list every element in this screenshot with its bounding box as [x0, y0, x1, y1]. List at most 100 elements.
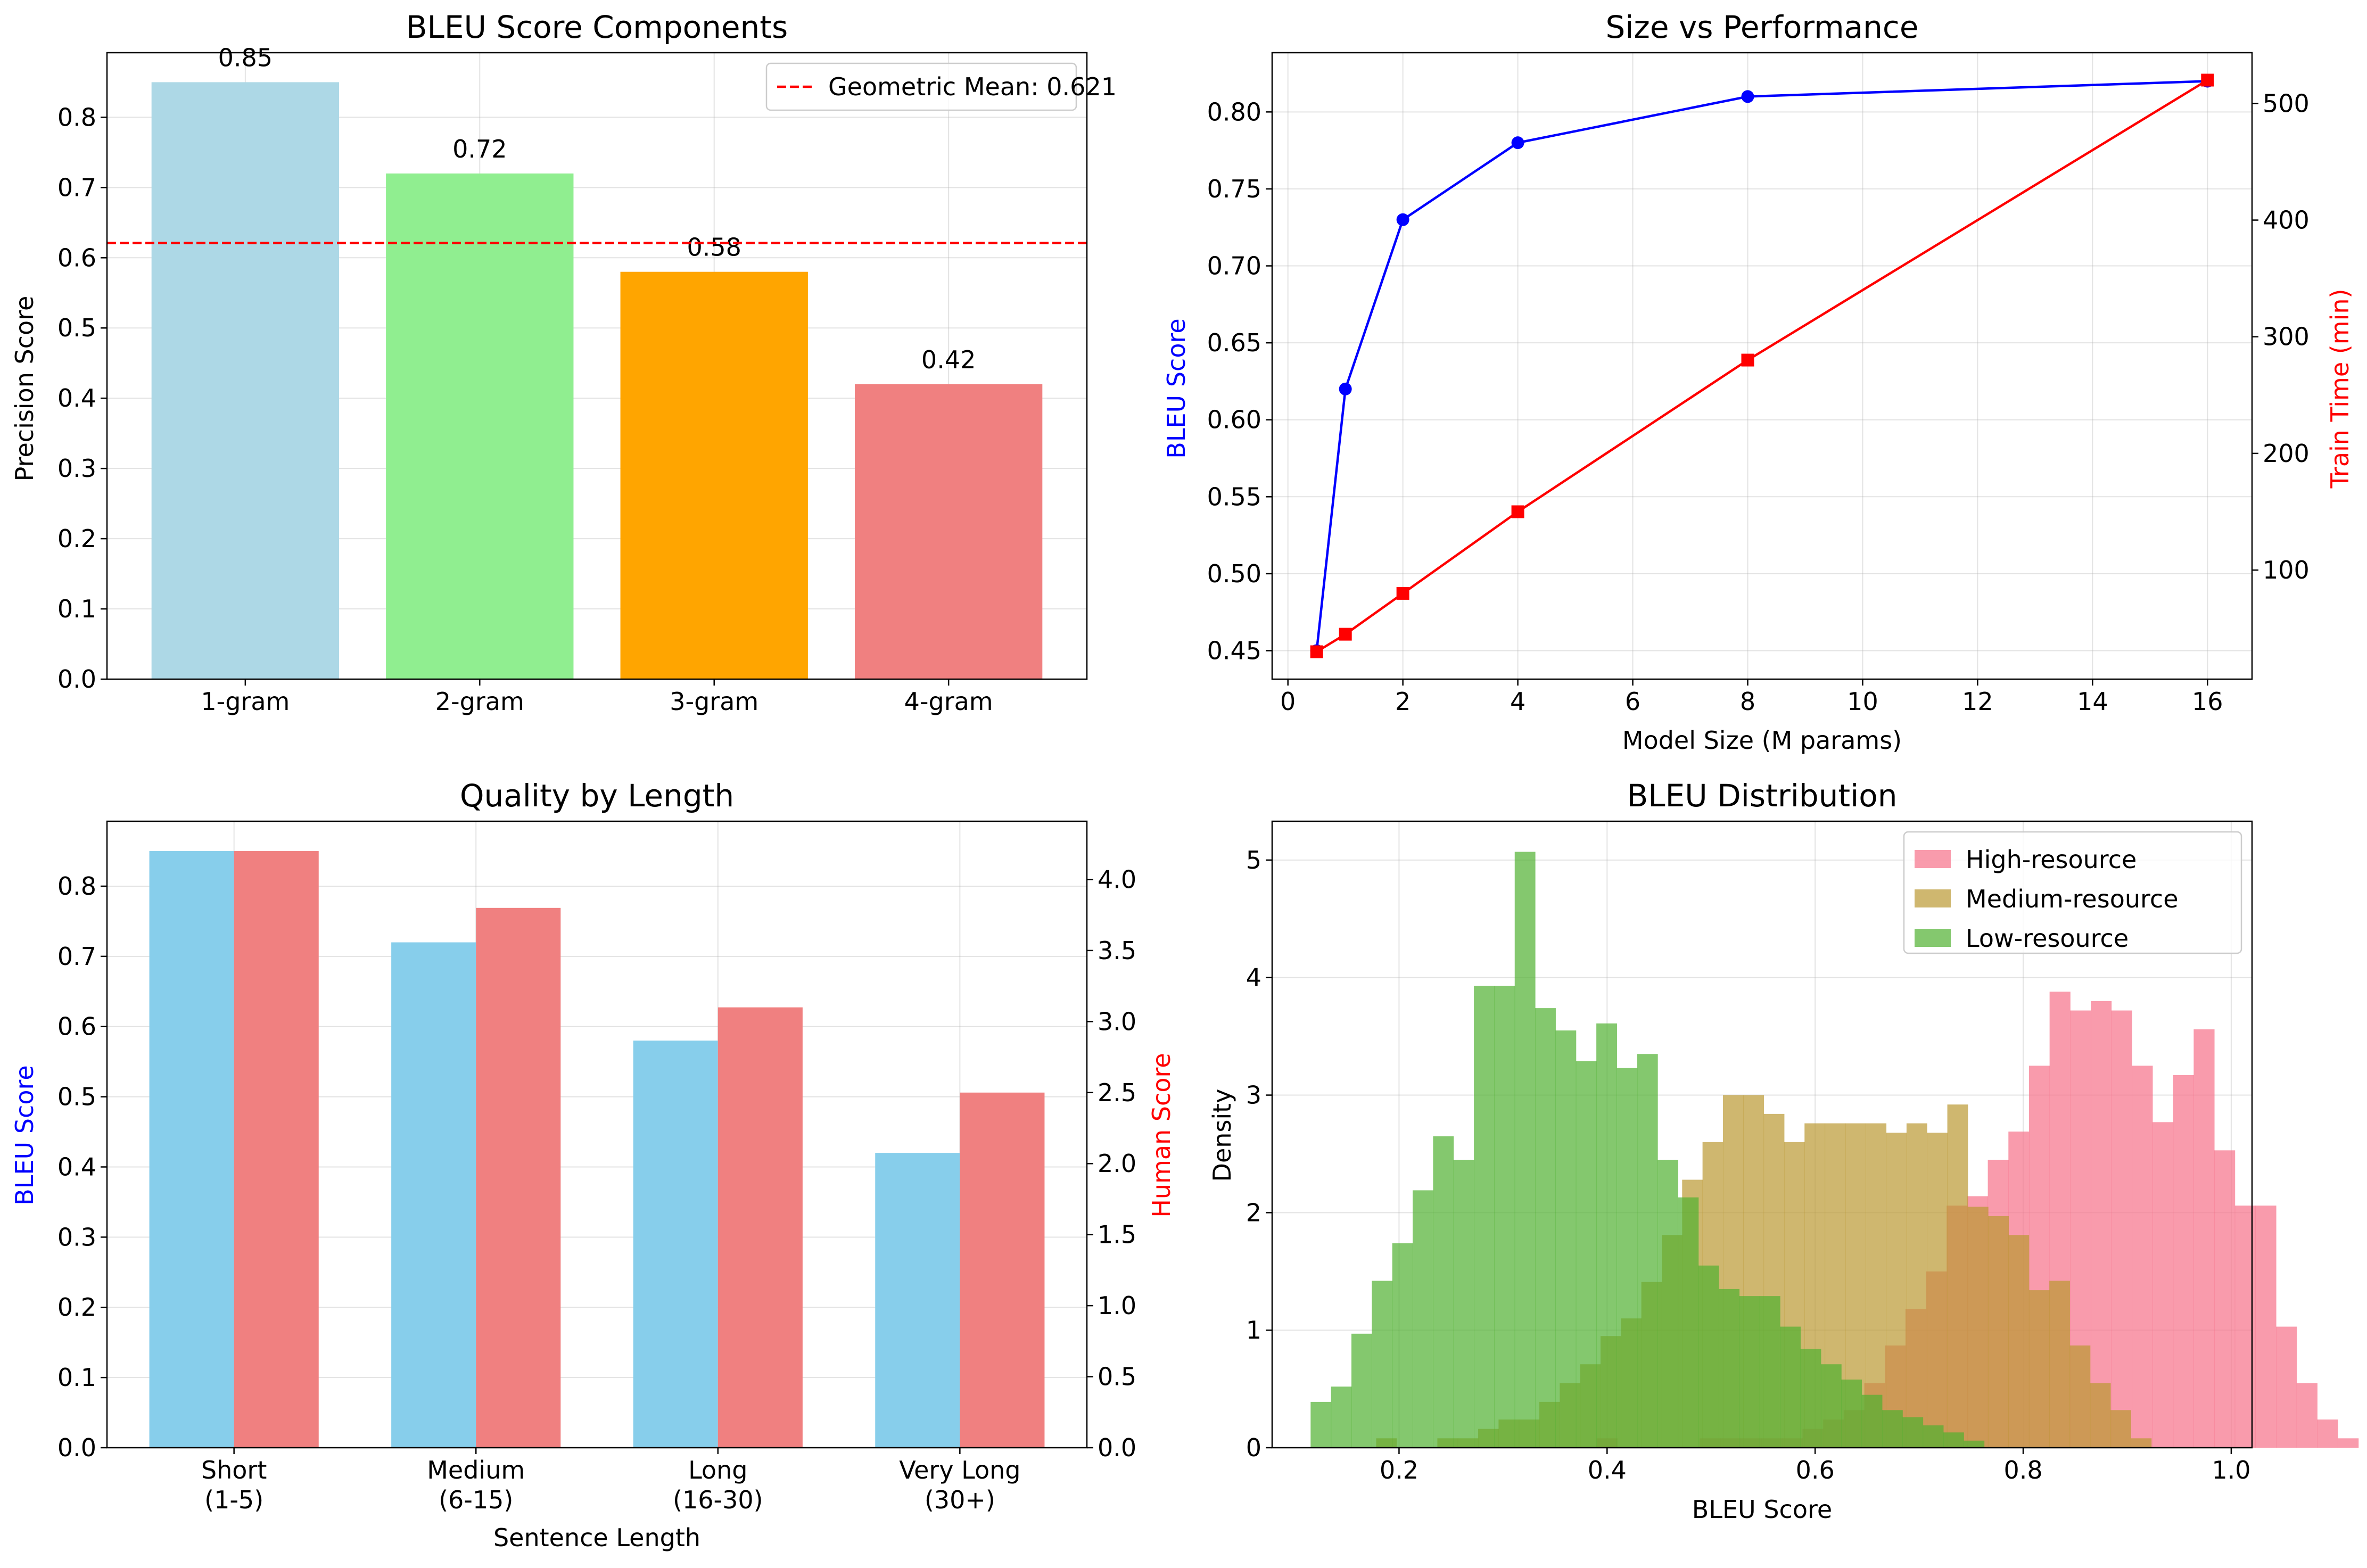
- hist-bin-low-resource: [1576, 1061, 1597, 1448]
- bar-4-gram: [854, 384, 1043, 679]
- bar-value-label: 0.85: [218, 43, 273, 72]
- bleu-components-ylabel: Precision Score: [10, 296, 39, 482]
- y-tick-label: 5: [1246, 846, 1261, 874]
- hist-bin-low-resource: [1657, 1159, 1679, 1448]
- y-tick-label: 0.0: [57, 665, 96, 694]
- bar-2-gram: [386, 173, 574, 679]
- hist-bin-low-resource: [1494, 986, 1515, 1448]
- hist-bin-medium-resource: [2028, 1290, 2050, 1448]
- y2-tick-label: 200: [2263, 439, 2310, 468]
- x-tick-label: 12: [1962, 687, 1993, 716]
- size-performance-xlabel: Model Size (M params): [1622, 726, 1902, 755]
- hist-bin-low-resource: [1678, 1197, 1699, 1448]
- hist-bin-low-resource: [1596, 1023, 1617, 1448]
- hist-bin-low-resource: [1413, 1190, 1433, 1448]
- hist-bin-high-resource: [2090, 1001, 2112, 1448]
- hist-bin-medium-resource: [1866, 1123, 1887, 1448]
- hist-bin-medium-resource: [1947, 1104, 1968, 1448]
- series-point-1: [1741, 353, 1754, 367]
- hist-bin-low-resource: [1310, 1401, 1332, 1448]
- y2-tick-label: 0.0: [1098, 1433, 1136, 1462]
- hist-bin-high-resource: [2111, 1010, 2132, 1448]
- hist-bin-low-resource: [1719, 1289, 1740, 1448]
- hist-bin-high-resource: [2276, 1326, 2297, 1448]
- y2-tick-label: 1.5: [1098, 1220, 1136, 1249]
- bleu-components-panel: BLEU Score Components Precision Score 0.…: [10, 9, 1117, 716]
- x-tick-label: 14: [2077, 687, 2108, 716]
- legend-box: [1903, 831, 2242, 954]
- hist-bin-low-resource: [1861, 1394, 1883, 1448]
- y-tick-label: 0.1: [57, 1363, 96, 1392]
- y-tick-label: 0.60: [1207, 406, 1261, 434]
- hist-bin-low-resource: [1331, 1387, 1352, 1448]
- x-tick-label: 6: [1625, 687, 1640, 716]
- quality-length-xlabel: Sentence Length: [493, 1523, 700, 1552]
- y2-tick-label: 3.0: [1098, 1007, 1136, 1036]
- series-point-1: [2201, 73, 2214, 87]
- hist-bin-low-resource: [1372, 1281, 1393, 1448]
- y-tick-label: 0: [1246, 1433, 1261, 1462]
- bleu-distribution-title: BLEU Distribution: [1627, 778, 1897, 814]
- y-tick-label: 0.1: [57, 595, 96, 623]
- quality-length-ylabel: BLEU Score: [10, 1065, 39, 1205]
- quality-by-length-panel: Quality by Length Sentence Length BLEU S…: [10, 778, 1176, 1552]
- p3-axes-frame: [106, 820, 1088, 1449]
- quality-length-y2label: Human Score: [1147, 1053, 1176, 1217]
- human-bar-3: [960, 1092, 1045, 1448]
- y-tick-label: 0.2: [57, 524, 96, 553]
- p4-axes-frame: [1271, 820, 2253, 1449]
- x-tick-label: 0.4: [1588, 1456, 1627, 1484]
- bleu-bar-1: [391, 942, 476, 1448]
- y-tick-label: 0.50: [1207, 559, 1261, 588]
- series-point-1: [1396, 587, 1409, 600]
- series-line-0: [1315, 80, 2208, 651]
- x-tick-label: 3-gram: [670, 687, 758, 716]
- hist-bin-low-resource: [1433, 1136, 1454, 1448]
- hist-bin-high-resource: [2317, 1420, 2338, 1448]
- hist-bin-low-resource: [1882, 1410, 1903, 1448]
- hist-bin-medium-resource: [1988, 1216, 2009, 1448]
- hist-bin-high-resource: [2255, 1206, 2277, 1448]
- y2-tick-label: 0.5: [1098, 1363, 1136, 1391]
- y2-tick-label: 2.5: [1098, 1078, 1136, 1107]
- y-tick-label: 0.65: [1207, 328, 1261, 357]
- x-tick-label: 0: [1280, 687, 1296, 716]
- quality-length-title: Quality by Length: [460, 778, 734, 814]
- bleu-bar-2: [633, 1041, 718, 1448]
- y-tick-label: 0.3: [57, 454, 96, 483]
- bar-3-gram: [620, 271, 808, 679]
- bar-value-label: 0.58: [687, 233, 741, 262]
- x-tick-label: 0.6: [1796, 1456, 1835, 1484]
- y-tick-label: 0.6: [57, 243, 96, 272]
- hist-bin-medium-resource: [1906, 1123, 1927, 1448]
- hist-bin-low-resource: [1820, 1364, 1842, 1448]
- legend-swatch-high-resource: [1915, 850, 1951, 868]
- x-tick-label: 10: [1847, 687, 1878, 716]
- bleu-bar-3: [875, 1153, 960, 1448]
- y-tick-label: 0.80: [1207, 97, 1261, 126]
- y-tick-label: 0.70: [1207, 252, 1261, 280]
- y-tick-label: 0.8: [57, 872, 96, 901]
- hist-bin-medium-resource: [2049, 1281, 2070, 1448]
- y-tick-label: 0.8: [57, 103, 96, 131]
- legend-label: High-resource: [1966, 845, 2137, 874]
- bleu-distribution-xlabel: BLEU Score: [1692, 1495, 1832, 1524]
- x-tick-label: 0.2: [1380, 1456, 1418, 1484]
- size-performance-title: Size vs Performance: [1605, 9, 1918, 45]
- y-tick-label: 0.4: [57, 384, 96, 412]
- hist-bin-low-resource: [1923, 1425, 1944, 1448]
- series-point-1: [1310, 645, 1323, 658]
- hist-bin-high-resource: [2193, 1029, 2215, 1448]
- y-tick-label: 0.5: [57, 313, 96, 342]
- hist-bin-medium-resource: [1967, 1207, 1989, 1448]
- hist-bin-low-resource: [1964, 1440, 1985, 1448]
- human-bar-1: [476, 907, 561, 1448]
- size-performance-ylabel: BLEU Score: [1162, 318, 1191, 458]
- x-tick-label: 1-gram: [201, 687, 290, 716]
- x-tick-label: 16: [2192, 687, 2223, 716]
- hist-bin-low-resource: [1780, 1326, 1801, 1448]
- y2-tick-label: 2.0: [1098, 1149, 1136, 1178]
- hist-bin-medium-resource: [2090, 1383, 2111, 1448]
- x-tick-label: 4: [1510, 687, 1525, 716]
- bleu-components-title: BLEU Score Components: [406, 9, 788, 45]
